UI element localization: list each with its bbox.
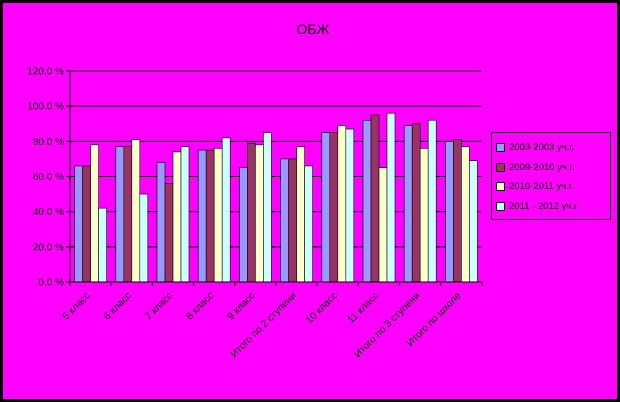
- legend-swatch: [496, 143, 505, 153]
- legend-label: 2009-2010 уч.г.: [509, 161, 575, 173]
- bar: [98, 207, 107, 283]
- bar: [164, 183, 174, 283]
- legend-label: 2003-2003 уч.г.: [509, 142, 575, 154]
- bar: [419, 148, 429, 283]
- bar: [180, 146, 190, 283]
- y-tick-label: 120.0 %: [27, 67, 64, 78]
- bar: [296, 146, 305, 283]
- bar: [239, 167, 248, 283]
- legend-swatch: [496, 182, 505, 192]
- bar: [304, 165, 313, 283]
- bars: [74, 112, 478, 283]
- bar: [197, 149, 207, 283]
- legend-swatch: [496, 201, 505, 211]
- y-tick-label: 80.0 %: [33, 137, 64, 148]
- x-tick-label: 7 класс: [143, 290, 175, 322]
- y-tick-label: 60.0 %: [33, 172, 64, 183]
- bar: [445, 141, 454, 283]
- bar: [386, 112, 396, 283]
- legend-item: 2009-2010 уч.г.: [496, 158, 610, 178]
- x-tick-label: 6 класс: [102, 290, 134, 322]
- bar: [213, 148, 223, 283]
- bar: [453, 139, 462, 283]
- x-tick-label: 9 класс: [226, 290, 258, 322]
- bar: [255, 144, 264, 283]
- bar: [345, 128, 355, 283]
- bar: [280, 158, 289, 283]
- bar: [123, 146, 133, 283]
- bar: [288, 158, 297, 283]
- y-tick-label: 20.0 %: [33, 242, 64, 253]
- y-tick-label: 40.0 %: [33, 207, 64, 218]
- bar: [370, 114, 380, 283]
- legend-label: 2011 - 2012 уч.г.: [509, 200, 579, 212]
- bar: [156, 162, 166, 283]
- bar: [247, 142, 256, 283]
- legend-item: 2010-2011 уч.г.: [496, 177, 610, 197]
- y-tick-label: 100.0 %: [27, 102, 64, 113]
- legend-swatch: [496, 162, 505, 172]
- x-tick-label: 10 класс: [304, 290, 340, 326]
- x-tick-label: 8 класс: [184, 290, 216, 322]
- bar: [411, 123, 421, 283]
- bar: [131, 139, 141, 283]
- bar: [74, 165, 83, 283]
- bar: [337, 125, 347, 283]
- legend-item: 2011 - 2012 уч.г.: [496, 197, 610, 217]
- chart-title: ОБЖ: [296, 21, 330, 37]
- bar: [427, 119, 437, 283]
- bar: [82, 165, 91, 283]
- bar: [139, 193, 149, 283]
- x-tick-label: 11 класс: [346, 290, 381, 325]
- bar: [362, 119, 372, 283]
- legend-label: 2010-2011 уч.г.: [509, 181, 574, 193]
- bar: [115, 146, 125, 283]
- bar: [90, 144, 99, 283]
- y-tick-label: 0.0 %: [38, 278, 64, 289]
- bar: [321, 132, 331, 283]
- legend-item: 2003-2003 уч.г.: [496, 138, 610, 158]
- bar: [329, 132, 339, 283]
- bar: [221, 137, 231, 283]
- x-tick-label: 5 класс: [61, 290, 93, 322]
- bar: [172, 151, 182, 283]
- bar: [461, 146, 470, 283]
- bar: [263, 132, 272, 283]
- bar: [378, 167, 388, 283]
- bar: [403, 125, 413, 283]
- bar: [205, 149, 215, 283]
- bar: [469, 160, 478, 283]
- legend: 2003-2003 уч.г. 2009-2010 уч.г. 2010-2011 …: [491, 132, 611, 220]
